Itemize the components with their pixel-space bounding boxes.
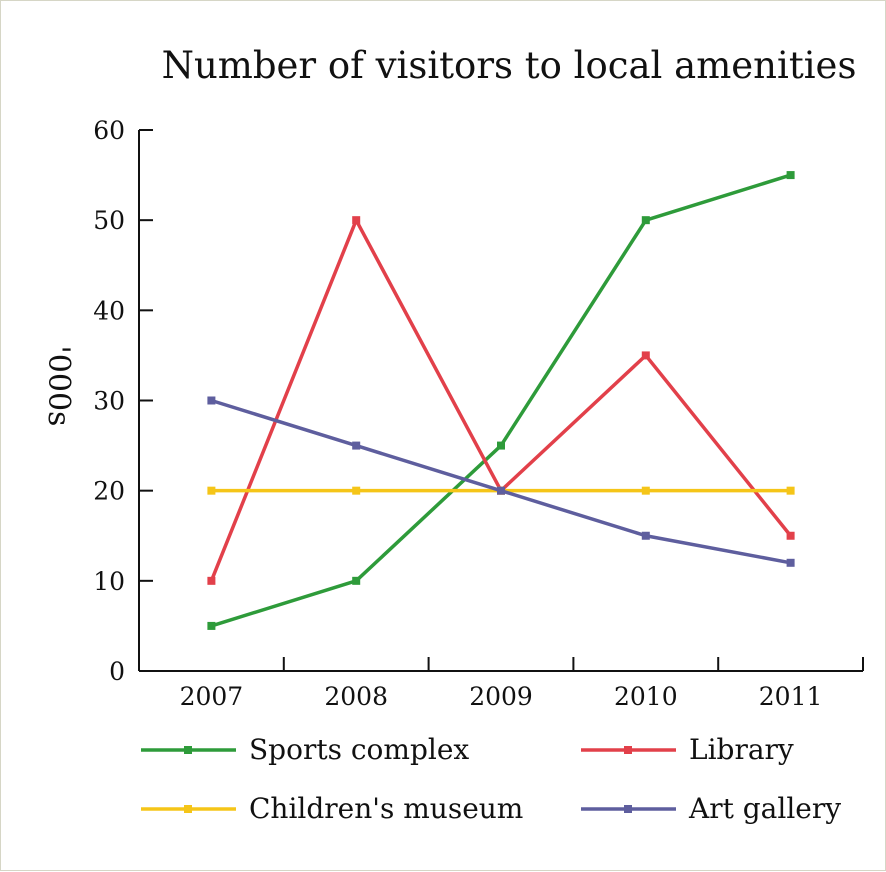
data-point — [641, 531, 650, 540]
y-tick-label: 0 — [109, 657, 125, 686]
legend-label: Sports complex — [249, 733, 469, 766]
data-point — [786, 486, 795, 495]
data-point — [207, 576, 216, 585]
x-tick-label: 2009 — [469, 682, 533, 711]
legend: Sports complex Library Children's museum Ar… — [141, 733, 841, 825]
chart-title: Number of visitors to local amenities — [162, 44, 857, 87]
x-tick-label: 2007 — [180, 682, 244, 711]
y-tick-label: 10 — [93, 567, 125, 596]
data-point — [352, 486, 361, 495]
data-point — [497, 441, 505, 450]
legend-label: Art gallery — [688, 792, 841, 825]
y-axis-label: '000s — [41, 346, 76, 427]
series-line — [209, 218, 792, 582]
y-tick-label: 60 — [93, 116, 125, 145]
legend-marker — [624, 805, 632, 813]
data-point — [352, 576, 361, 585]
x-tick-label: 2010 — [614, 682, 678, 711]
series-layer — [207, 171, 795, 630]
legend-marker — [184, 805, 192, 813]
legend-marker — [624, 746, 632, 754]
data-point — [207, 486, 216, 495]
data-point — [786, 531, 795, 540]
data-point — [641, 216, 650, 225]
data-point — [641, 486, 650, 495]
data-point — [207, 621, 216, 630]
legend-label: Children's museum — [249, 792, 523, 825]
legend-label: Library — [689, 733, 794, 766]
data-point — [786, 171, 795, 180]
y-tick-label: 30 — [93, 387, 125, 416]
legend-marker — [184, 746, 192, 754]
data-point — [497, 486, 505, 495]
y-tick-label: 40 — [93, 296, 125, 325]
data-point — [786, 558, 795, 567]
axes: 0 10 20 30 40 50 60 2007 2008 2009 2010 2011 — [93, 116, 864, 711]
x-tick-label: 2008 — [324, 682, 388, 711]
data-point — [641, 351, 650, 360]
x-tick-label: 2011 — [759, 682, 823, 711]
data-point — [352, 441, 361, 450]
series-line — [210, 173, 792, 628]
y-tick-label: 50 — [93, 206, 125, 235]
data-point — [207, 396, 216, 405]
data-point — [352, 216, 361, 225]
y-tick-label: 20 — [93, 477, 125, 506]
